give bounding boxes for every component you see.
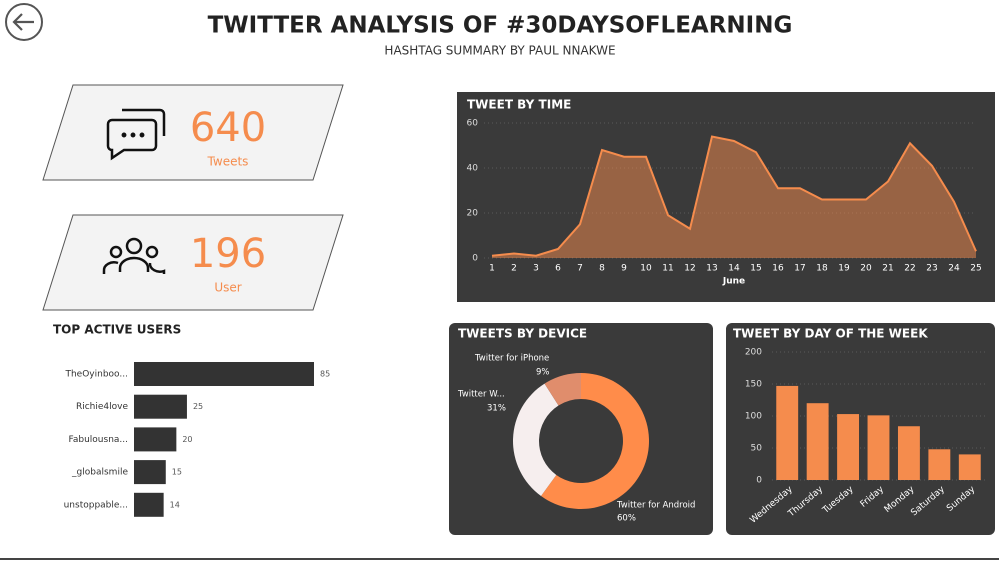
slice-value: 9% xyxy=(536,368,550,378)
kpi-label: Tweets xyxy=(207,155,249,169)
x-tick-label: 11 xyxy=(662,264,673,274)
x-tick-label: 9 xyxy=(621,264,627,274)
y-tick-label: 50 xyxy=(751,444,763,454)
x-tick-label: 12 xyxy=(684,264,695,274)
category-label: unstoppable... xyxy=(64,500,128,510)
x-tick-label: 18 xyxy=(816,264,828,274)
x-tick-label: 25 xyxy=(970,264,981,274)
y-tick-label: 0 xyxy=(472,254,478,264)
bar xyxy=(958,454,981,480)
bar xyxy=(776,385,799,480)
donut-slice xyxy=(541,373,650,510)
panel xyxy=(449,323,713,535)
bar xyxy=(134,362,314,386)
bar xyxy=(806,403,829,480)
donut-slice xyxy=(544,373,581,406)
chart-title: TWEET BY TIME xyxy=(467,98,571,112)
slice-name: Twitter W... xyxy=(457,390,505,400)
kpi-card xyxy=(42,84,344,181)
data-label: 85 xyxy=(320,370,330,379)
bar xyxy=(897,426,920,480)
x-tick-label: 17 xyxy=(794,264,805,274)
category-label: Fabulousna... xyxy=(69,435,128,445)
x-tick-label: 3 xyxy=(533,264,539,274)
chart-title: TWEETS BY DEVICE xyxy=(458,327,587,341)
x-tick-label: 20 xyxy=(860,264,872,274)
x-tick-label: 7 xyxy=(577,264,583,274)
x-tick-label: 16 xyxy=(772,264,784,274)
kpi-label: User xyxy=(214,281,241,295)
donut-slice xyxy=(513,383,559,497)
slice-value: 31% xyxy=(487,404,506,414)
back-arrow[interactable] xyxy=(12,13,34,31)
slice-name: Twitter for iPhone xyxy=(474,354,549,364)
slice-value: 60% xyxy=(617,514,636,524)
category-label: _globalsmile xyxy=(71,468,128,478)
y-tick-label: 200 xyxy=(745,348,762,358)
data-label: 20 xyxy=(182,435,192,444)
users-icon xyxy=(102,237,166,274)
area xyxy=(492,136,976,258)
chat-icon xyxy=(106,108,166,161)
y-tick-label: 20 xyxy=(467,209,479,219)
category-label: Richie4love xyxy=(76,402,129,412)
category-label: TheOyinboo... xyxy=(64,370,128,380)
x-axis-label: June xyxy=(722,277,745,287)
x-tick-label: 19 xyxy=(838,264,850,274)
x-tick-label: 15 xyxy=(750,264,761,274)
dashboard-title: TWITTER ANALYSIS OF #30DAYSOFLEARNING xyxy=(208,13,793,39)
kpi-value: 196 xyxy=(190,231,266,277)
line xyxy=(491,135,977,257)
x-tick-label: 2 xyxy=(511,264,517,274)
x-tick-label: 1 xyxy=(489,264,495,274)
y-tick-label: 0 xyxy=(756,476,762,486)
back-circle[interactable] xyxy=(5,3,43,41)
y-tick-label: 150 xyxy=(745,380,762,390)
bar xyxy=(134,394,187,419)
bar xyxy=(134,492,164,517)
y-tick-label: 60 xyxy=(467,119,479,129)
x-tick-label: 22 xyxy=(904,264,915,274)
kpi-card xyxy=(42,214,344,311)
dashboard-subtitle: HASHTAG SUMMARY BY PAUL NNAKWE xyxy=(384,44,615,58)
bar xyxy=(134,427,177,452)
kpi-value: 640 xyxy=(190,105,266,151)
x-tick-label: 21 xyxy=(882,264,893,274)
data-label: 25 xyxy=(193,402,203,411)
panel xyxy=(726,323,995,535)
bar xyxy=(928,449,951,480)
bar xyxy=(867,415,890,480)
back-button[interactable] xyxy=(5,3,43,41)
x-tick-label: 24 xyxy=(948,264,960,274)
bar xyxy=(134,460,166,485)
bar xyxy=(837,414,860,480)
slice-name: Twitter for Android xyxy=(616,501,695,511)
x-tick-label: 14 xyxy=(728,264,740,274)
x-tick-label: 6 xyxy=(555,264,561,274)
data-label: 14 xyxy=(170,500,180,509)
chart-title: TOP ACTIVE USERS xyxy=(53,323,181,337)
y-tick-label: 40 xyxy=(467,164,479,174)
chart-title: TWEET BY DAY OF THE WEEK xyxy=(733,327,928,341)
y-tick-label: 100 xyxy=(745,412,762,422)
x-tick-label: 8 xyxy=(599,264,605,274)
data-label: 15 xyxy=(172,468,182,477)
x-tick-label: 10 xyxy=(640,264,652,274)
x-tick-label: 23 xyxy=(926,264,937,274)
x-tick-label: 13 xyxy=(706,264,717,274)
